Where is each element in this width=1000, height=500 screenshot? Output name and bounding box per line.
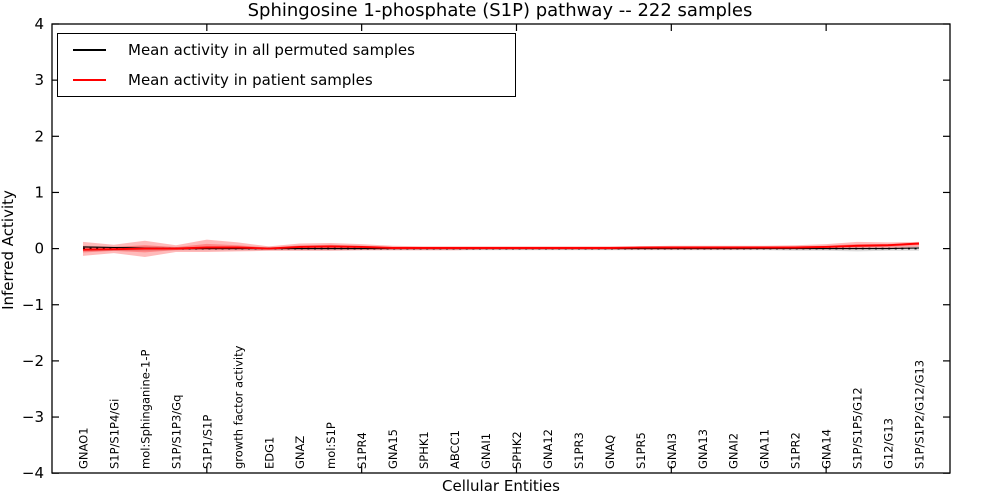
x-tick-label: S1PR4 bbox=[355, 432, 369, 469]
x-tick-label: GNAI2 bbox=[727, 433, 741, 469]
x-tick-label: GNA13 bbox=[696, 429, 710, 469]
legend-label: Mean activity in all permuted samples bbox=[128, 40, 415, 59]
legend-line-sample-patient bbox=[73, 78, 106, 81]
x-tick-label: GNAI1 bbox=[479, 433, 493, 469]
y-axis-label: Inferred Activity bbox=[0, 190, 17, 310]
x-tick-label: SPHK1 bbox=[417, 431, 431, 469]
x-tick-label: GNA11 bbox=[758, 429, 772, 469]
legend-line-sample-permuted bbox=[73, 48, 106, 51]
x-tick-label: GNA14 bbox=[820, 429, 834, 469]
y-tick-label: −3 bbox=[22, 408, 44, 426]
x-tick-label: GNAQ bbox=[603, 435, 617, 469]
x-tick-label: GNAZ bbox=[293, 436, 307, 469]
x-tick-label: S1PR2 bbox=[789, 432, 803, 469]
x-tick-label: mol:S1P bbox=[324, 422, 338, 469]
x-tick-label: growth factor activity bbox=[231, 345, 245, 469]
x-tick-label: G12/G13 bbox=[882, 418, 896, 469]
x-tick-label: GNAI3 bbox=[665, 433, 679, 469]
x-tick-label: S1P/S1P4/Gi bbox=[107, 399, 121, 469]
x-tick-label: ABCC1 bbox=[448, 430, 462, 469]
y-tick-label: −4 bbox=[22, 464, 44, 482]
y-tick-label: −1 bbox=[22, 296, 44, 314]
y-tick-label: 4 bbox=[34, 15, 44, 33]
legend-label: Mean activity in patient samples bbox=[128, 70, 373, 89]
y-tick-label: −2 bbox=[22, 352, 44, 370]
y-tick-label: 0 bbox=[34, 240, 44, 258]
line-patient-mean bbox=[82, 242, 920, 251]
x-tick-label: S1PR3 bbox=[572, 432, 586, 469]
x-tick-label: S1P/S1P5/G12 bbox=[851, 387, 865, 469]
x-tick-label: S1PR5 bbox=[634, 432, 648, 469]
x-tick-label: SPHK2 bbox=[510, 431, 524, 469]
x-tick-label: GNA12 bbox=[541, 429, 555, 469]
legend: Mean activity in all permuted samples Me… bbox=[57, 33, 516, 97]
x-tick-label: S1P1/S1P bbox=[200, 415, 214, 469]
x-tick-label: EDG1 bbox=[262, 437, 276, 469]
chart-title: Sphingosine 1-phosphate (S1P) pathway --… bbox=[247, 0, 753, 21]
y-tick-label: 3 bbox=[34, 71, 44, 89]
x-tick-label: S1P/S1P3/Gq bbox=[169, 395, 183, 469]
x-tick-label: mol:Sphinganine-1-P bbox=[138, 350, 152, 469]
y-tick-label: 1 bbox=[34, 183, 44, 201]
x-tick-label: S1P/S1P2/G12/G13 bbox=[913, 360, 927, 469]
legend-item: Mean activity in all permuted samples bbox=[58, 35, 515, 64]
y-tick-label: 2 bbox=[34, 127, 44, 145]
legend-item: Mean activity in patient samples bbox=[58, 65, 515, 94]
x-tick-label: GNAO1 bbox=[76, 427, 90, 469]
x-axis-label: Cellular Entities bbox=[442, 477, 560, 495]
x-tick-label: GNA15 bbox=[386, 429, 400, 469]
